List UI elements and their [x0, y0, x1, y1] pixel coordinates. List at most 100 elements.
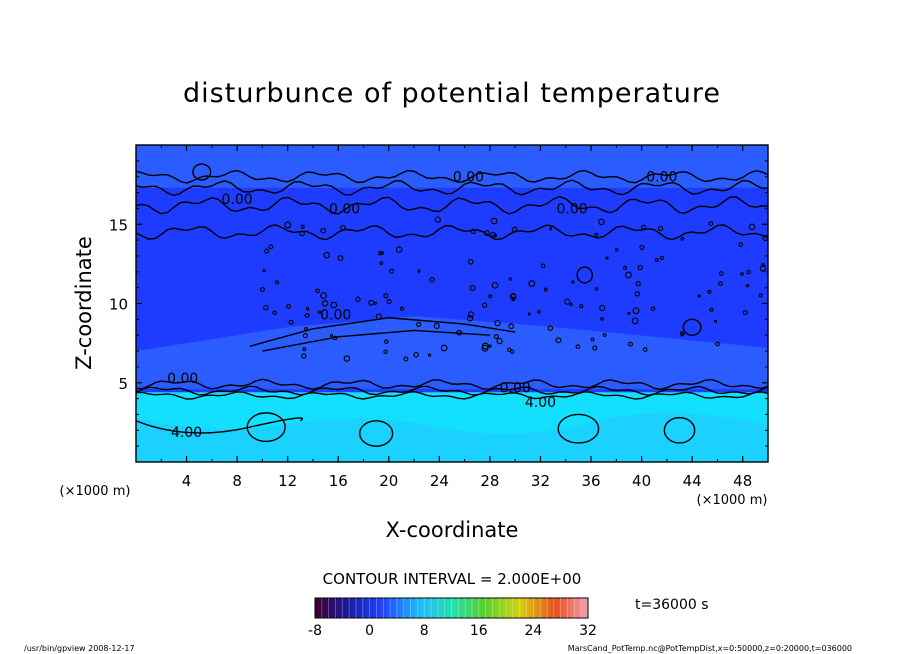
contour-speck: [631, 317, 639, 325]
contour-speck: [627, 311, 631, 315]
contour-speck: [383, 293, 389, 299]
contour-speck: [301, 353, 307, 359]
x-tick-label: 40: [632, 472, 651, 490]
contour-speck: [304, 312, 310, 318]
contour-speck: [434, 216, 441, 223]
contour-speck: [745, 283, 750, 288]
contour-speck: [496, 337, 503, 345]
contour-value-label: 4.00: [525, 395, 556, 411]
contour-speck: [491, 281, 499, 289]
contour-speck: [315, 288, 320, 294]
x-tick-label: 32: [531, 472, 550, 490]
contour-speck: [511, 293, 517, 299]
contour-loop: [359, 420, 394, 447]
contour-speck: [395, 246, 403, 253]
contour-speck: [543, 287, 548, 292]
contour-speck: [302, 333, 308, 339]
contour-loop: [192, 163, 212, 181]
contour-speck: [602, 332, 607, 337]
contour-speck: [493, 233, 497, 238]
contour-speck: [323, 251, 330, 259]
contour-speck: [624, 271, 632, 279]
contour-speck: [481, 344, 489, 352]
plot-field: 0.00 0.000.000.00 0.000.000.000.004.004.00: [136, 145, 768, 462]
x-axis-label: X-coordinate: [386, 518, 519, 542]
x-tick-label: 20: [379, 472, 398, 490]
x-units-right: (×1000 m): [697, 493, 768, 508]
contour-speck: [380, 251, 384, 255]
x-tick-label: 4: [182, 472, 192, 490]
contour-speck: [384, 339, 389, 344]
contour-speck: [637, 264, 643, 271]
contour-value-label: 0.00: [320, 308, 351, 324]
footer-right: MarsCand_PotTemp.nc@PotTempDist,x=0:5000…: [568, 644, 852, 653]
contour-speck: [332, 335, 338, 341]
contour-speck: [632, 307, 640, 315]
contour-speck: [488, 344, 492, 348]
contour-speck: [320, 292, 327, 300]
contour-speck: [317, 310, 322, 314]
contour-speck: [746, 269, 751, 275]
contour-speck: [564, 298, 571, 305]
contour-speck: [622, 265, 627, 270]
contour-speck: [654, 258, 659, 263]
x-tick-label: 8: [232, 472, 242, 490]
contour-speck: [740, 272, 744, 276]
colorbar-tick-label: 24: [524, 623, 542, 639]
contour-speck: [467, 311, 475, 318]
colorbar-tick-label: 32: [579, 623, 597, 639]
contour-speck: [594, 232, 599, 237]
contour-speck: [262, 268, 267, 273]
contour-speck: [304, 327, 308, 331]
contour-speck: [343, 355, 351, 362]
contour-speck: [433, 322, 440, 329]
contour-value-label: 0.00: [556, 201, 587, 217]
contour-speck: [456, 329, 462, 336]
contour-speck: [508, 323, 515, 330]
contour-line: [249, 317, 516, 347]
contour-speck: [469, 285, 476, 291]
contour-loop: [663, 416, 696, 444]
x-axis: 4 8 12 16 20 24 28 32 36 40 44 48: [160, 145, 752, 490]
contour-line: [262, 329, 490, 352]
contour-speck: [590, 337, 595, 342]
contour-speck: [650, 306, 656, 312]
z-axis: 5 10 15: [109, 160, 768, 447]
colorbar-tick-label: 8: [420, 623, 429, 639]
contour-speck: [527, 312, 531, 316]
contour-loop: [576, 266, 594, 284]
z-tick-label: 5: [118, 375, 128, 393]
contour-speck: [383, 349, 388, 354]
x-tick-label: 44: [683, 472, 702, 490]
contour-speck: [555, 337, 562, 344]
contour-line: [136, 378, 768, 391]
contour-speck: [507, 347, 512, 353]
colorbar: [314, 597, 589, 619]
x-tick-label: 12: [278, 472, 297, 490]
x-tick-label: 48: [733, 472, 752, 490]
contour-speck: [490, 217, 498, 225]
contour-speck: [599, 304, 606, 312]
contour-speck: [639, 244, 645, 250]
colorbar-tick-label: -8: [308, 623, 322, 639]
contour-value-label: 0.00: [329, 201, 360, 217]
contour-speck: [379, 261, 384, 265]
contour-speck: [537, 309, 541, 314]
contour-speck: [488, 294, 493, 299]
contour-speck: [481, 302, 488, 308]
contour-value-label: 0.00: [222, 192, 253, 208]
contour-speck: [715, 341, 720, 347]
contour-speck: [483, 230, 490, 237]
contour-speck: [493, 334, 499, 340]
contour-speck: [592, 345, 598, 351]
contour-speck: [659, 255, 665, 261]
contour-line: [136, 179, 768, 197]
contour-speck: [272, 310, 277, 316]
band-cyan-lower: [136, 412, 768, 462]
z-tick-label: 10: [109, 296, 128, 314]
contour-speck: [470, 228, 476, 235]
contour-speck: [329, 333, 334, 338]
contour-speck: [466, 315, 474, 322]
x-tick-label: 28: [480, 472, 499, 490]
